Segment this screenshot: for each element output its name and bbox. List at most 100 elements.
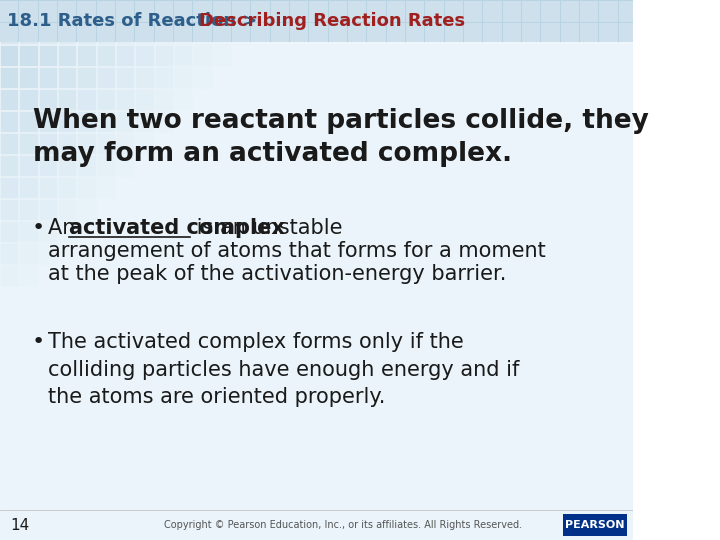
Bar [0,1,19,22]
Bar [563,514,626,536]
Bar [464,1,482,22]
Bar [39,177,57,198]
Bar [39,243,57,264]
Bar [58,265,76,286]
Bar [483,23,502,44]
Bar [58,155,76,176]
Bar [155,1,173,22]
Bar [135,23,154,44]
Bar [174,89,192,110]
Bar [155,67,173,88]
Bar [39,1,57,22]
Text: arrangement of atoms that forms for a moment: arrangement of atoms that forms for a mo… [48,241,546,261]
Bar [0,265,19,286]
Bar [19,133,37,154]
Bar [116,133,135,154]
Bar [19,243,37,264]
Bar [116,199,135,220]
Bar [96,67,115,88]
Bar [657,1,676,22]
Bar [310,23,328,44]
Bar [135,1,154,22]
Bar [135,221,154,242]
Bar [19,1,37,22]
Bar [58,243,76,264]
Bar [638,23,657,44]
Bar [135,177,154,198]
Bar [638,1,657,22]
Bar [77,23,96,44]
Bar [19,23,37,44]
Text: The activated complex forms only if the
colliding particles have enough energy a: The activated complex forms only if the … [48,332,520,407]
Bar [251,89,270,110]
Bar [541,1,559,22]
Bar [116,177,135,198]
Bar [328,23,347,44]
Bar [96,199,115,220]
Bar [174,133,192,154]
Bar [77,1,96,22]
Bar [19,199,37,220]
Bar [116,67,135,88]
Bar [19,89,37,110]
Bar [155,45,173,66]
Bar [232,45,251,66]
Bar [39,67,57,88]
Bar [193,1,212,22]
Bar [77,111,96,132]
Bar [39,199,57,220]
Bar [19,1,37,22]
Bar [232,1,251,22]
Bar [599,23,618,44]
Bar [657,23,676,44]
Bar [58,1,76,22]
Bar [174,45,192,66]
Bar [135,45,154,66]
Bar [271,1,289,22]
Bar [193,67,212,88]
Bar [271,1,289,22]
Bar [77,243,96,264]
Text: 14: 14 [11,517,30,532]
Bar [39,89,57,110]
Bar [367,1,386,22]
Bar [310,1,328,22]
Bar [541,23,559,44]
Bar [328,1,347,22]
Text: When two reactant particles collide, they
may form an activated complex.: When two reactant particles collide, the… [33,108,649,167]
Bar [155,23,173,44]
Bar [426,23,444,44]
Bar [406,1,424,22]
Bar [271,45,289,66]
Bar [0,155,19,176]
Text: Copyright © Pearson Education, Inc., or its affiliates. All Rights Reserved.: Copyright © Pearson Education, Inc., or … [163,520,522,530]
Bar [193,133,212,154]
Bar [0,133,19,154]
Bar [77,177,96,198]
Bar [96,111,115,132]
Bar [348,1,366,22]
Bar [39,155,57,176]
Bar [0,199,19,220]
Bar [77,1,96,22]
Bar [58,221,76,242]
Bar [135,155,154,176]
Bar [0,45,19,66]
Bar [135,111,154,132]
Bar [561,1,579,22]
Bar [155,111,173,132]
Bar [193,23,212,44]
Bar [96,23,115,44]
Bar [618,23,637,44]
Bar [19,67,37,88]
Text: An: An [48,218,82,238]
Bar [96,177,115,198]
Bar [19,111,37,132]
Bar [212,111,231,132]
Bar [522,23,541,44]
Bar [174,1,192,22]
Bar [232,67,251,88]
Bar [212,67,231,88]
Bar [271,67,289,88]
Bar [348,23,366,44]
